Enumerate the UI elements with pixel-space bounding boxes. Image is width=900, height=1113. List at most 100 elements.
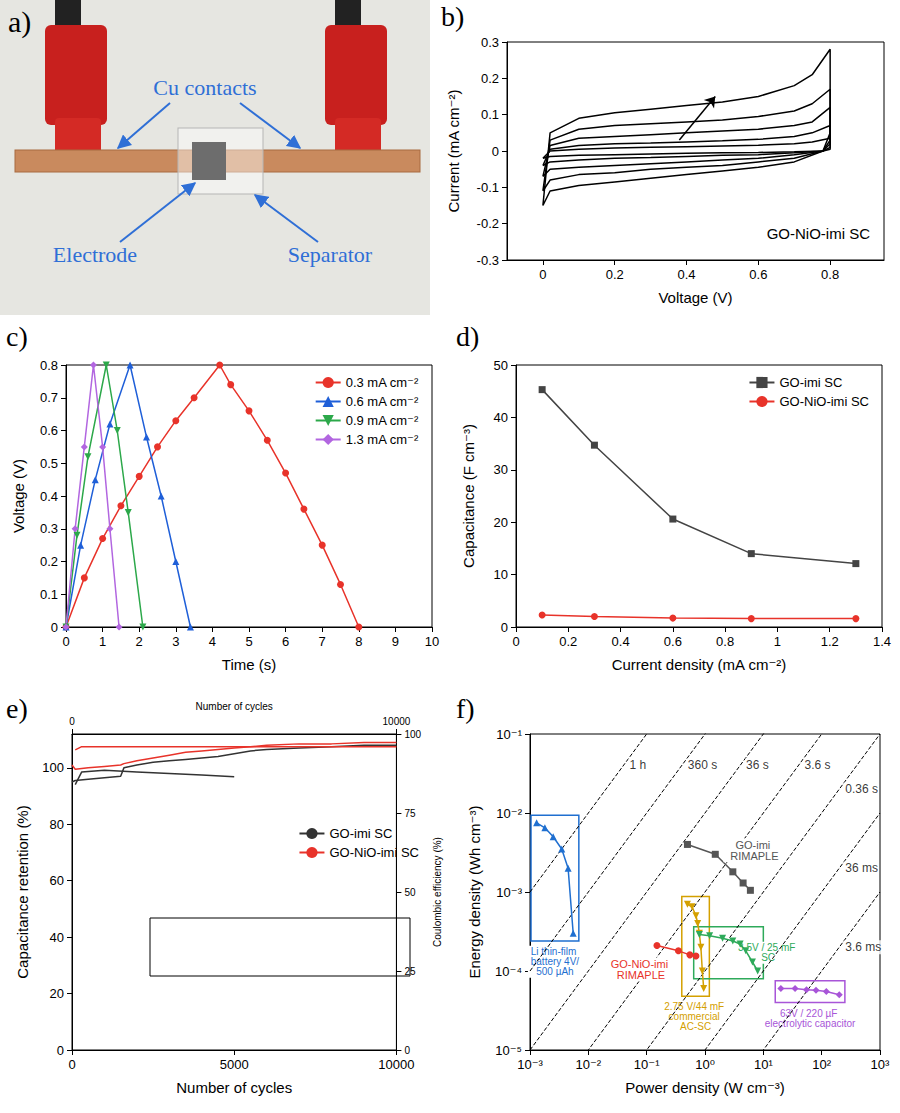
svg-text:0.6 mA cm⁻²: 0.6 mA cm⁻²: [346, 394, 419, 409]
svg-text:f): f): [456, 693, 475, 724]
svg-text:5: 5: [245, 634, 252, 649]
svg-text:0: 0: [69, 716, 75, 727]
svg-text:1 h: 1 h: [629, 758, 646, 772]
svg-text:2: 2: [136, 634, 143, 649]
svg-text:50: 50: [404, 887, 416, 898]
svg-text:36 ms: 36 ms: [845, 861, 878, 875]
svg-text:0.3: 0.3: [40, 521, 58, 536]
svg-text:Capacitance (F cm⁻³): Capacitance (F cm⁻³): [460, 424, 477, 568]
svg-text:GO-NiO-imi SC: GO-NiO-imi SC: [767, 225, 870, 242]
svg-text:10: 10: [425, 634, 439, 649]
svg-text:5000: 5000: [220, 1057, 249, 1072]
svg-text:10000: 10000: [378, 1057, 414, 1072]
svg-text:0.1: 0.1: [40, 587, 58, 602]
svg-text:GO-imi SC: GO-imi SC: [779, 375, 842, 390]
svg-text:10⁻³: 10⁻³: [496, 885, 522, 900]
svg-text:0.8: 0.8: [716, 634, 734, 649]
svg-text:40: 40: [50, 930, 64, 945]
svg-text:Electrode: Electrode: [53, 242, 137, 267]
svg-text:10⁻¹: 10⁻¹: [634, 1057, 660, 1072]
svg-text:e): e): [6, 693, 28, 724]
svg-text:60: 60: [50, 873, 64, 888]
svg-text:0.2: 0.2: [40, 554, 58, 569]
svg-text:10⁻⁵: 10⁻⁵: [495, 1043, 522, 1058]
svg-text:0: 0: [501, 620, 508, 635]
svg-text:Separator: Separator: [288, 242, 373, 267]
svg-text:50: 50: [494, 358, 508, 373]
svg-text:1: 1: [99, 634, 106, 649]
svg-text:b): b): [441, 1, 464, 32]
svg-text:0.2: 0.2: [606, 267, 624, 282]
svg-text:75: 75: [404, 808, 416, 819]
svg-text:20: 20: [50, 986, 64, 1001]
svg-text:30: 30: [494, 462, 508, 477]
svg-text:10⁻²: 10⁻²: [496, 806, 522, 821]
svg-text:Time (s): Time (s): [222, 656, 276, 673]
svg-text:Voltage (V): Voltage (V): [658, 289, 732, 306]
svg-text:RIMAPLE: RIMAPLE: [730, 850, 778, 862]
svg-text:3.6 ms: 3.6 ms: [845, 940, 881, 954]
svg-text:1.4: 1.4: [873, 634, 891, 649]
svg-text:3: 3: [172, 634, 179, 649]
svg-text:0.8: 0.8: [40, 358, 58, 373]
svg-text:4: 4: [209, 634, 216, 649]
svg-text:25: 25: [404, 966, 416, 977]
svg-text:d): d): [456, 321, 479, 352]
svg-text:0.7: 0.7: [40, 390, 58, 405]
svg-text:40: 40: [494, 410, 508, 425]
svg-text:electrolytic capacitor: electrolytic capacitor: [765, 1018, 856, 1029]
svg-text:0: 0: [57, 1043, 64, 1058]
svg-text:0.4: 0.4: [40, 489, 58, 504]
svg-text:-0.1: -0.1: [477, 180, 499, 195]
svg-text:0.9 mA cm⁻²: 0.9 mA cm⁻²: [346, 413, 419, 428]
svg-text:RIMAPLE: RIMAPLE: [617, 969, 665, 981]
svg-text:0.8: 0.8: [821, 267, 839, 282]
svg-text:Current density (mA cm⁻²): Current density (mA cm⁻²): [612, 656, 787, 673]
svg-text:20: 20: [494, 515, 508, 530]
svg-text:c): c): [6, 321, 28, 352]
svg-text:0: 0: [68, 1057, 75, 1072]
svg-text:0.3 mA cm⁻²: 0.3 mA cm⁻²: [346, 375, 419, 390]
svg-text:0.6: 0.6: [664, 634, 682, 649]
svg-text:0: 0: [62, 634, 69, 649]
svg-text:AC-SC: AC-SC: [680, 1021, 711, 1032]
svg-text:7: 7: [319, 634, 326, 649]
svg-text:0.2: 0.2: [559, 634, 577, 649]
svg-text:10⁻⁴: 10⁻⁴: [495, 964, 522, 979]
svg-text:80: 80: [50, 817, 64, 832]
svg-text:6: 6: [282, 634, 289, 649]
svg-text:-0.2: -0.2: [477, 216, 499, 231]
svg-text:10000: 10000: [383, 716, 411, 727]
svg-text:9: 9: [392, 634, 399, 649]
svg-text:10⁻³: 10⁻³: [517, 1057, 543, 1072]
svg-text:0: 0: [492, 144, 499, 159]
svg-text:0: 0: [51, 620, 58, 635]
svg-text:500 µAh: 500 µAh: [536, 966, 573, 977]
svg-text:Number of cycles: Number of cycles: [196, 701, 273, 712]
svg-text:100: 100: [404, 729, 421, 740]
svg-text:Current (mA cm⁻²): Current (mA cm⁻²): [445, 90, 462, 213]
svg-text:10³: 10³: [871, 1057, 890, 1072]
svg-text:360 s: 360 s: [688, 758, 717, 772]
svg-text:3.6 s: 3.6 s: [804, 758, 830, 772]
svg-text:10⁻¹: 10⁻¹: [496, 727, 522, 742]
svg-text:0.3: 0.3: [481, 35, 499, 50]
svg-text:0: 0: [404, 1045, 410, 1056]
svg-text:Capacitance retention (%): Capacitance retention (%): [14, 805, 31, 978]
svg-text:0.1: 0.1: [481, 107, 499, 122]
svg-text:0: 0: [512, 634, 519, 649]
svg-text:0.6: 0.6: [749, 267, 767, 282]
svg-text:0.36 s: 0.36 s: [845, 782, 878, 796]
svg-text:GO-imi SC: GO-imi SC: [329, 826, 392, 841]
svg-text:0.4: 0.4: [612, 634, 630, 649]
svg-text:36 s: 36 s: [746, 758, 769, 772]
svg-text:10⁻²: 10⁻²: [576, 1057, 602, 1072]
svg-text:1.2: 1.2: [821, 634, 839, 649]
svg-text:-0.3: -0.3: [477, 253, 499, 268]
svg-text:Energy density (Wh cm⁻³): Energy density (Wh cm⁻³): [466, 806, 483, 979]
svg-text:a): a): [8, 5, 31, 39]
svg-text:0.6: 0.6: [40, 423, 58, 438]
svg-text:1: 1: [774, 634, 781, 649]
svg-text:Voltage (V): Voltage (V): [10, 459, 27, 533]
svg-text:10²: 10²: [812, 1057, 831, 1072]
